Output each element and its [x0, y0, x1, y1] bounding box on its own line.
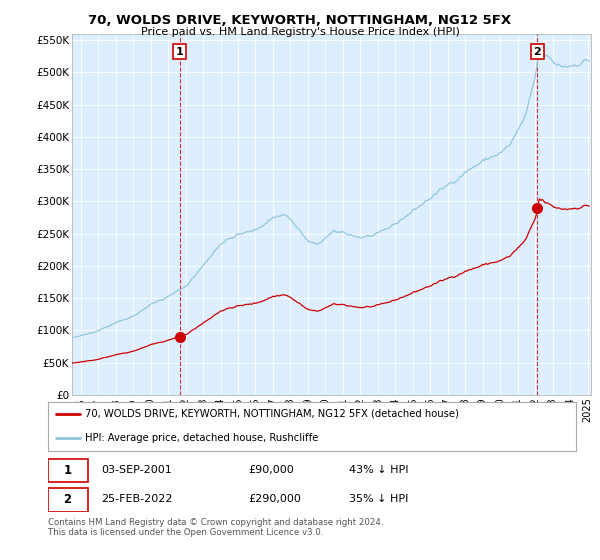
Text: 35% ↓ HPI: 35% ↓ HPI — [349, 494, 409, 505]
FancyBboxPatch shape — [48, 488, 88, 512]
Text: 1: 1 — [176, 46, 184, 57]
Text: Contains HM Land Registry data © Crown copyright and database right 2024.
This d: Contains HM Land Registry data © Crown c… — [48, 518, 383, 538]
Text: 2: 2 — [533, 46, 541, 57]
Text: 43% ↓ HPI: 43% ↓ HPI — [349, 465, 409, 475]
Text: 70, WOLDS DRIVE, KEYWORTH, NOTTINGHAM, NG12 5FX (detached house): 70, WOLDS DRIVE, KEYWORTH, NOTTINGHAM, N… — [85, 409, 459, 419]
Text: 25-FEB-2022: 25-FEB-2022 — [101, 494, 172, 505]
Text: 03-SEP-2001: 03-SEP-2001 — [101, 465, 172, 475]
Text: £290,000: £290,000 — [248, 494, 302, 505]
Text: 1: 1 — [64, 464, 71, 477]
FancyBboxPatch shape — [48, 459, 88, 482]
Text: HPI: Average price, detached house, Rushcliffe: HPI: Average price, detached house, Rush… — [85, 433, 319, 444]
Text: £90,000: £90,000 — [248, 465, 295, 475]
Text: 70, WOLDS DRIVE, KEYWORTH, NOTTINGHAM, NG12 5FX: 70, WOLDS DRIVE, KEYWORTH, NOTTINGHAM, N… — [88, 14, 512, 27]
Text: 2: 2 — [64, 493, 71, 506]
Text: Price paid vs. HM Land Registry's House Price Index (HPI): Price paid vs. HM Land Registry's House … — [140, 27, 460, 37]
